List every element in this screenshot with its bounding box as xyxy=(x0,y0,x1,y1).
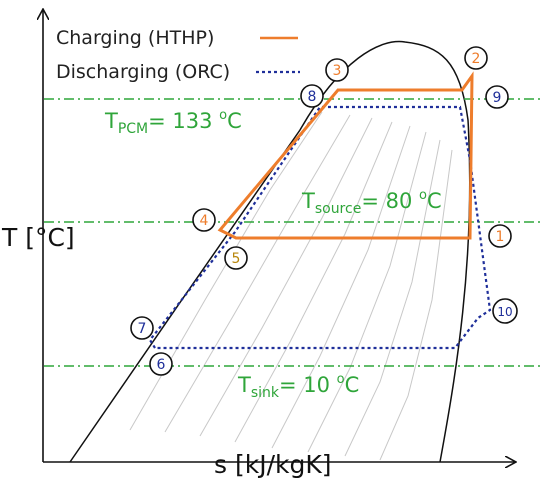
x-axis-label: s [kJ/kgK] xyxy=(214,450,332,479)
svg-text:10: 10 xyxy=(497,305,512,319)
state-point-9: 9 xyxy=(485,85,509,109)
svg-text:6: 6 xyxy=(157,357,166,373)
svg-text:9: 9 xyxy=(493,90,502,106)
discharging-cycle-path xyxy=(148,105,492,350)
state-point-3: 3 xyxy=(325,58,349,82)
source-temperature-label: Tsource= 80 oC xyxy=(301,188,442,217)
temperature-lines xyxy=(44,98,540,367)
svg-text:3: 3 xyxy=(333,63,342,79)
svg-text:1: 1 xyxy=(496,229,505,245)
state-point-1: 1 xyxy=(488,224,512,248)
isobar-line xyxy=(307,131,427,453)
legend: Charging (HTHP) Discharging (ORC) xyxy=(56,27,300,83)
isobar-line xyxy=(164,114,351,433)
svg-text:7: 7 xyxy=(138,321,147,337)
state-point-7: 7 xyxy=(130,316,154,340)
pcm-temperature-label: TPCM= 133 oC xyxy=(104,108,242,137)
state-point-5: 5 xyxy=(224,246,248,270)
isobar-line xyxy=(271,125,411,449)
isobar-line xyxy=(234,121,393,443)
state-point-10: 10 xyxy=(492,298,518,324)
state-point-4: 4 xyxy=(192,208,216,232)
svg-text:8: 8 xyxy=(308,89,317,105)
legend-discharging-label: Discharging (ORC) xyxy=(56,61,230,83)
isobar-lines xyxy=(129,111,453,461)
saturation-dome xyxy=(69,40,471,463)
charging-cycle-path xyxy=(217,71,474,240)
state-point-2: 2 xyxy=(464,46,488,70)
state-points: 1 2 3 4 5 6 7 8 xyxy=(130,46,518,376)
isobar-line xyxy=(379,149,453,461)
svg-text:4: 4 xyxy=(200,213,209,229)
isobar-line xyxy=(344,139,441,457)
svg-text:2: 2 xyxy=(472,51,481,67)
isobar-line xyxy=(199,117,373,437)
state-point-8: 8 xyxy=(300,84,324,108)
y-axis-label: T [°C] xyxy=(1,223,75,252)
state-point-6: 6 xyxy=(149,352,173,376)
sink-temperature-label: Tsink= 10 oC xyxy=(237,372,359,401)
svg-text:5: 5 xyxy=(232,251,241,267)
legend-charging-label: Charging (HTHP) xyxy=(56,27,214,49)
